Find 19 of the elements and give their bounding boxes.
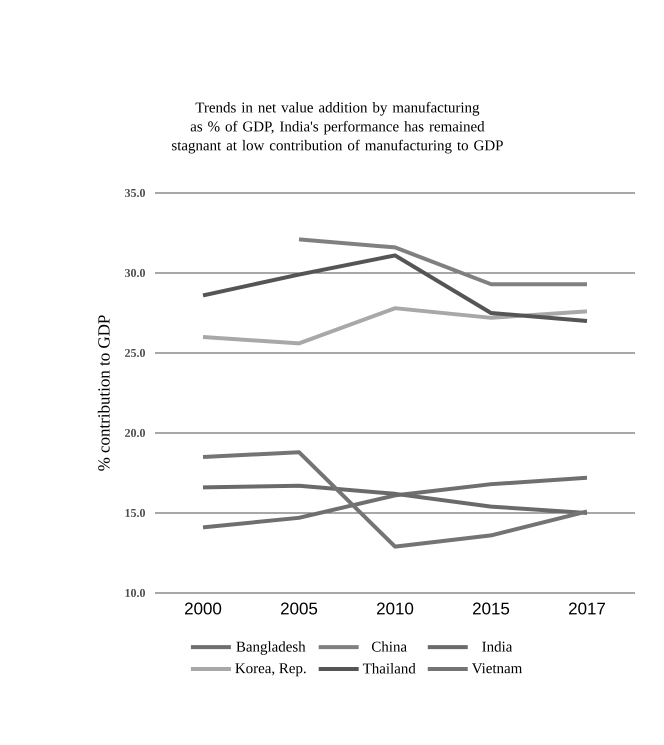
chart-title: Trends in net value addition by manufacturing as % of GDP, India's performance has remained stagnant at low contribution of manufacturing to GDP: [172, 102, 503, 154]
legend-label: Bangladesh: [236, 641, 306, 655]
legend-label: China: [372, 641, 407, 652]
x-tick-label: 2017: [569, 602, 605, 615]
y-tick-label: 20.0: [125, 428, 146, 438]
y-tick-label: 25.0: [125, 348, 146, 358]
y-tick-label: 10.0: [126, 588, 146, 598]
y-axis-title: % contribution to GDP: [98, 315, 110, 471]
y-tick-label: 15.0: [126, 508, 146, 518]
legend-label: Thailand: [362, 663, 416, 674]
x-tick-label: 2015: [473, 602, 510, 615]
x-tick-label: 2005: [281, 602, 318, 615]
legend-label: Korea, Rep.: [235, 663, 306, 676]
y-tick-label: 30.0: [125, 268, 146, 278]
legend-label: Vietnam: [472, 663, 522, 674]
y-tick-label: 35.0: [125, 188, 146, 198]
x-tick-label: 2000: [185, 602, 222, 615]
legend-label: India: [482, 641, 512, 652]
x-tick-label: 2010: [377, 602, 414, 615]
